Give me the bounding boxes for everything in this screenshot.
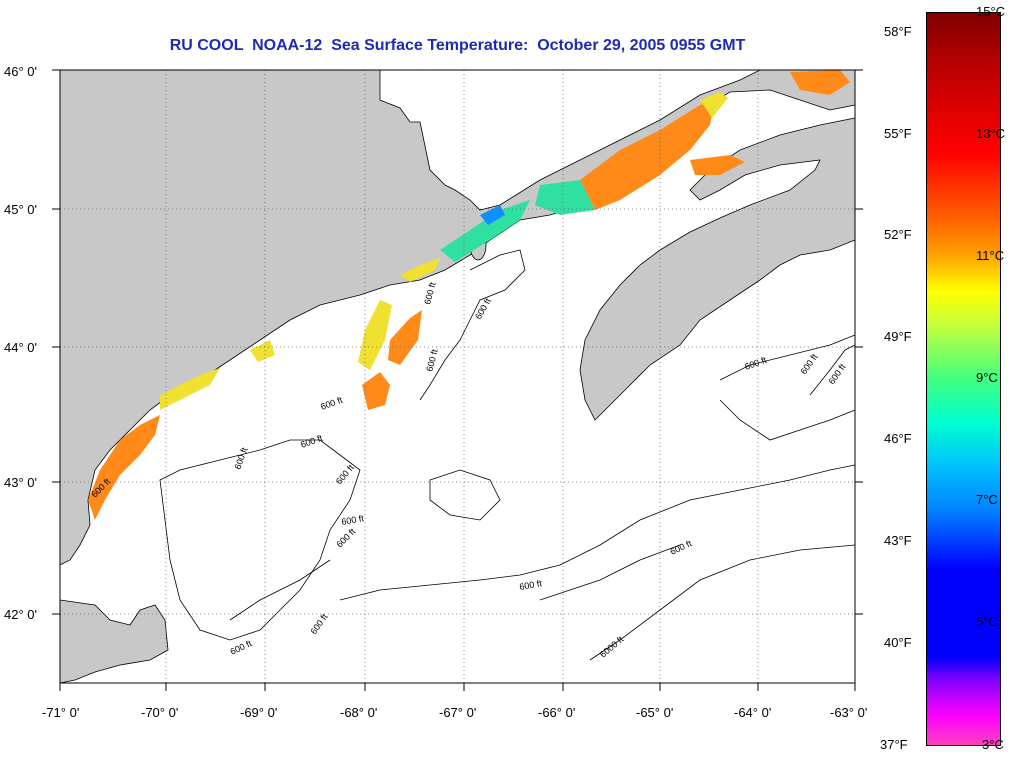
sst-fundy-mouth bbox=[535, 180, 595, 215]
contour-600-h bbox=[229, 559, 331, 621]
tick-marks bbox=[52, 69, 863, 691]
land-cape-cod bbox=[59, 599, 169, 684]
cb-c-5: 5°C bbox=[976, 614, 998, 629]
contour-600-f bbox=[719, 399, 856, 441]
lat-label-44: 44° 0' bbox=[4, 340, 37, 355]
sst-casco bbox=[250, 340, 275, 362]
cb-f-52: 52°F bbox=[884, 227, 912, 242]
cb-f-55: 55°F bbox=[884, 126, 912, 141]
sst-penobscot bbox=[358, 300, 392, 370]
map-frame bbox=[59, 69, 856, 684]
cb-c-3: 3°C bbox=[982, 737, 1004, 752]
graticule bbox=[60, 70, 855, 683]
cb-c-15: 15°C bbox=[976, 4, 1006, 19]
cb-f-37: 37°F bbox=[880, 737, 908, 752]
cb-f-58: 58°F bbox=[884, 24, 912, 39]
contour-600-b bbox=[159, 439, 361, 641]
cb-f-49: 49°F bbox=[884, 329, 912, 344]
lon-label-65: -65° 0' bbox=[636, 705, 673, 720]
sst-patches bbox=[88, 70, 850, 520]
contour-label-7: 600 ft bbox=[341, 513, 365, 527]
contour-600-g bbox=[429, 469, 501, 521]
contour-600-c bbox=[339, 464, 856, 601]
lon-label-64: -64° 0' bbox=[734, 705, 771, 720]
contour-600-e bbox=[809, 344, 856, 396]
cb-c-7: 7°C bbox=[976, 492, 998, 507]
sst-maine-south-2 bbox=[160, 368, 220, 410]
lat-label-42: 42° 0' bbox=[4, 607, 37, 622]
cb-f-40: 40°F bbox=[884, 635, 912, 650]
sst-coast-maine-1 bbox=[440, 200, 530, 262]
longitude-labels: -71° 0' -70° 0' -69° 0' -68° 0' -67° 0' … bbox=[42, 705, 867, 720]
sst-coast-maine-2 bbox=[480, 205, 505, 225]
lon-label-66: -66° 0' bbox=[538, 705, 575, 720]
sst-offshore bbox=[362, 372, 390, 410]
lon-label-63: -63° 0' bbox=[830, 705, 867, 720]
cb-c-11: 11°C bbox=[976, 248, 1005, 263]
bathymetry-contours bbox=[159, 249, 856, 661]
cb-f-43: 43°F bbox=[884, 533, 912, 548]
sst-bay-of-fundy bbox=[580, 100, 715, 210]
sst-coast-maine-3 bbox=[400, 258, 440, 282]
lat-label-45: 45° 0' bbox=[4, 202, 37, 217]
lon-label-68: -68° 0' bbox=[340, 705, 377, 720]
contour-6000 bbox=[589, 544, 856, 661]
cb-c-9: 9°C bbox=[976, 370, 998, 385]
cb-c-13: 13°C bbox=[976, 126, 1006, 141]
cb-f-46: 46°F bbox=[884, 431, 912, 446]
map-title: RU COOL NOAA-12 Sea Surface Temperature:… bbox=[169, 37, 746, 54]
latitude-labels: 46° 0' 45° 0' 44° 0' 43° 0' 42° 0' bbox=[4, 64, 37, 622]
contour-label-11: 600 ft bbox=[519, 578, 543, 592]
sst-nb-north bbox=[790, 70, 850, 95]
lon-label-71: -71° 0' bbox=[42, 705, 79, 720]
land-nova-scotia bbox=[579, 117, 856, 421]
temperature-colorbar bbox=[926, 12, 1001, 746]
land-masses bbox=[59, 69, 856, 684]
lat-label-43: 43° 0' bbox=[4, 475, 37, 490]
sst-fundy-edge bbox=[700, 92, 728, 118]
lon-label-69: -69° 0' bbox=[240, 705, 277, 720]
contour-600-i bbox=[539, 544, 681, 601]
sst-maine-south bbox=[88, 415, 160, 520]
contour-600-d bbox=[719, 334, 856, 381]
lat-label-46: 46° 0' bbox=[4, 64, 37, 79]
sst-penobscot-2 bbox=[388, 310, 422, 365]
lon-label-70: -70° 0' bbox=[141, 705, 178, 720]
lon-label-67: -67° 0' bbox=[439, 705, 476, 720]
contour-600-a bbox=[419, 249, 526, 401]
sst-minas bbox=[690, 155, 745, 175]
